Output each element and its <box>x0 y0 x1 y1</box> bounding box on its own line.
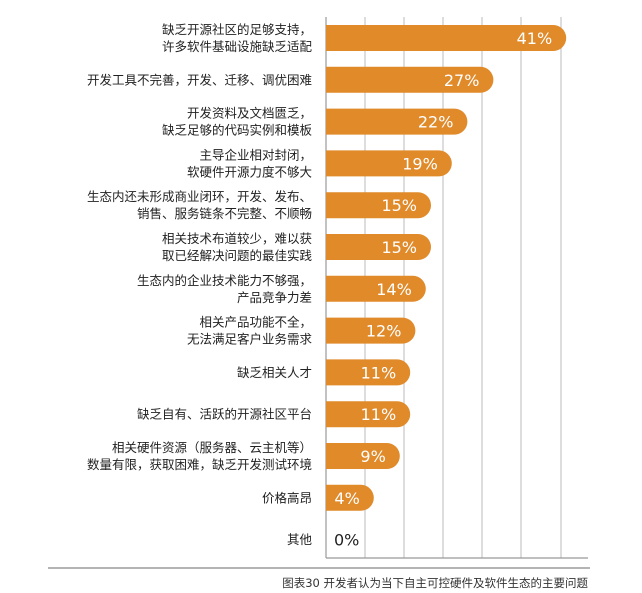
bar <box>326 150 452 177</box>
category-label: 其他 <box>287 532 313 547</box>
value-label: 15% <box>381 196 417 215</box>
value-label: 11% <box>361 405 397 424</box>
category-label: 生态内还未形成商业闭环，开发、发布、 <box>87 189 312 204</box>
category-label: 无法满足客户业务需求 <box>187 332 313 347</box>
value-label: 0% <box>334 531 359 550</box>
value-label: 12% <box>366 322 402 341</box>
category-label: 生态内的企业技术能力不够强， <box>137 273 312 288</box>
value-label: 14% <box>376 280 412 299</box>
category-label: 取已经解决问题的最佳实践 <box>162 248 313 263</box>
bar <box>326 192 431 219</box>
category-label: 开发资料及文档匮乏， <box>187 106 312 121</box>
value-label: 22% <box>418 113 454 132</box>
category-label: 缺乏相关人才 <box>237 365 312 380</box>
bar <box>326 66 494 93</box>
bar <box>326 317 416 344</box>
category-label: 相关硬件资源（服务器、云主机等） <box>112 440 312 455</box>
category-label: 相关产品功能不全， <box>199 315 312 330</box>
bar <box>326 359 411 386</box>
category-label: 产品竞争力差 <box>237 290 312 305</box>
chart-caption: 图表30 开发者认为当下自主可控硬件及软件生态的主要问题 <box>282 576 588 590</box>
value-label: 4% <box>334 489 359 508</box>
value-label: 19% <box>402 154 438 173</box>
value-label: 41% <box>517 29 553 48</box>
category-label: 主导企业相对封闭， <box>199 147 312 162</box>
bar <box>326 108 468 135</box>
value-label: 11% <box>361 363 397 382</box>
category-label: 缺乏足够的代码实例和模板 <box>162 123 313 138</box>
value-label: 9% <box>360 447 385 466</box>
bar <box>326 234 431 260</box>
value-label: 15% <box>381 238 417 257</box>
bar <box>326 401 411 428</box>
value-label: 27% <box>444 71 480 90</box>
category-label: 缺乏自有、活跃的开源社区平台 <box>137 407 312 422</box>
category-label: 缺乏开源社区的足够支持， <box>162 22 312 37</box>
bar <box>326 484 374 511</box>
category-label: 销售、服务链条不完整、不顺畅 <box>137 206 312 221</box>
category-label: 许多软件基础设施缺乏适配 <box>162 39 313 54</box>
bar <box>326 443 400 469</box>
category-label: 数量有限，获取困难，缺乏开发测试环境 <box>87 457 312 472</box>
category-label: 开发工具不完善，开发、迁移、调优困难 <box>87 72 312 87</box>
bar <box>326 275 426 302</box>
category-label: 相关技术布道较少，难以获 <box>162 231 312 246</box>
category-label: 价格高昂 <box>262 490 312 505</box>
category-label: 软硬件开源力度不够大 <box>187 164 312 179</box>
bar <box>326 25 567 51</box>
